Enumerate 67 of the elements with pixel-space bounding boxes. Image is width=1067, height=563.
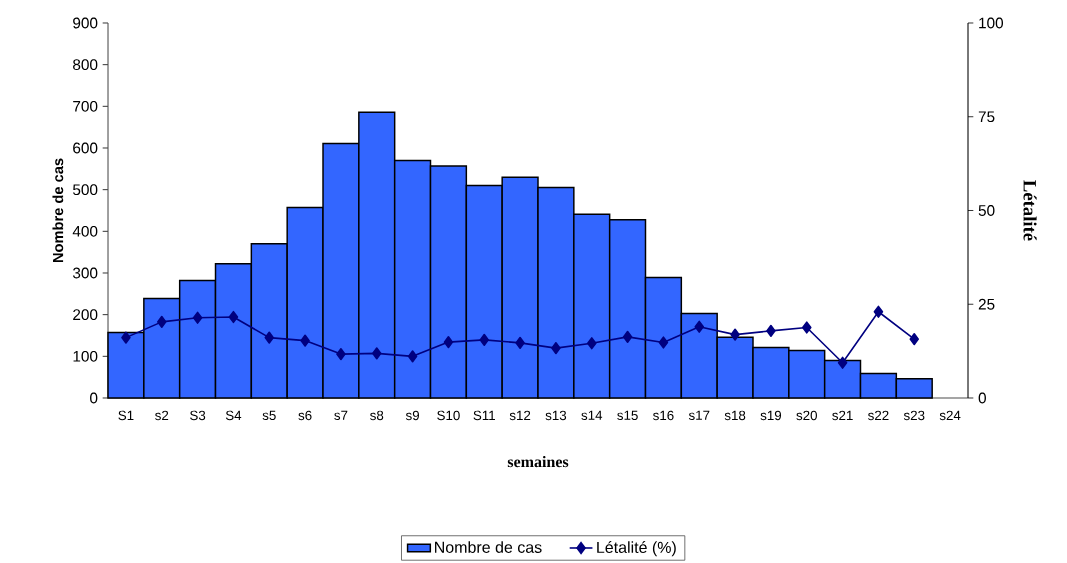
y-tick-label: 900 — [73, 17, 98, 29]
x-tick-label: S4 — [225, 410, 242, 421]
x-tick-label: s20 — [796, 410, 817, 421]
point — [551, 341, 561, 355]
y-tick-label: 500 — [72, 184, 98, 196]
x-tick-label: s23 — [903, 410, 925, 421]
y2-tick-label: 100 — [979, 17, 1004, 29]
x-tick-label: s16 — [653, 410, 674, 421]
y2-tick-label: 50 — [978, 205, 995, 216]
x-tick-label: S11 — [473, 410, 495, 421]
y-tick-label: 100 — [73, 350, 98, 362]
x-tick-label: s8 — [370, 410, 384, 421]
x-tick-label: s9 — [405, 410, 420, 421]
point — [586, 337, 597, 350]
y-tick-label: 200 — [73, 309, 98, 321]
point — [766, 324, 776, 337]
y2-tick-label: 0 — [978, 392, 986, 404]
point — [622, 330, 633, 343]
x-tick-label: s7 — [334, 410, 348, 420]
y-tick-label: 0 — [90, 392, 98, 404]
x-tick-label: s14 — [581, 410, 603, 420]
legend-label: Létalité (%) — [597, 541, 676, 557]
point — [264, 331, 275, 344]
y2-axis-title: Létalité — [1023, 180, 1037, 241]
point — [694, 320, 705, 333]
legend-label: Nombre de cas — [435, 541, 542, 553]
point — [515, 336, 525, 349]
y-tick-label: 400 — [72, 225, 98, 237]
point — [300, 334, 310, 347]
y-tick-label: 300 — [72, 267, 98, 279]
x-tick-label: s22 — [868, 410, 889, 421]
point — [121, 331, 131, 344]
y-tick-label: 600 — [73, 142, 98, 154]
x-tick-label: s24 — [939, 410, 961, 421]
point — [156, 315, 167, 328]
point — [801, 321, 812, 334]
point — [443, 335, 454, 349]
x-tick-label: S3 — [190, 410, 206, 421]
point — [730, 328, 740, 341]
x-tick-label: s5 — [262, 410, 276, 420]
point — [336, 347, 346, 361]
point — [837, 356, 848, 369]
x-tick-label: s21 — [832, 410, 853, 421]
point — [658, 336, 669, 349]
y-tick-label: 800 — [73, 59, 98, 71]
x-tick-label: S1 — [118, 410, 134, 421]
point — [228, 310, 239, 324]
point — [479, 333, 490, 346]
x-tick-label: s15 — [617, 410, 638, 420]
x-tick-label: s6 — [298, 410, 312, 421]
point — [873, 305, 884, 318]
x-tick-label: s17 — [688, 410, 710, 420]
y2-tick-label: 25 — [978, 298, 995, 310]
point — [371, 347, 382, 360]
x-tick-label: s13 — [545, 410, 567, 421]
x-axis-title: semaines — [507, 455, 569, 468]
x-tick-label: s12 — [509, 410, 531, 421]
y2-tick-label: 75 — [978, 111, 995, 123]
x-tick-label: s18 — [724, 410, 746, 421]
y-tick-label: 700 — [73, 100, 98, 112]
x-tick-label: S10 — [437, 410, 460, 421]
point — [192, 311, 203, 324]
point — [909, 332, 920, 346]
point — [407, 350, 418, 363]
x-tick-label: s2 — [155, 410, 169, 421]
x-tick-label: s19 — [760, 410, 782, 421]
y-axis-title: Nombre de cas — [52, 158, 64, 263]
